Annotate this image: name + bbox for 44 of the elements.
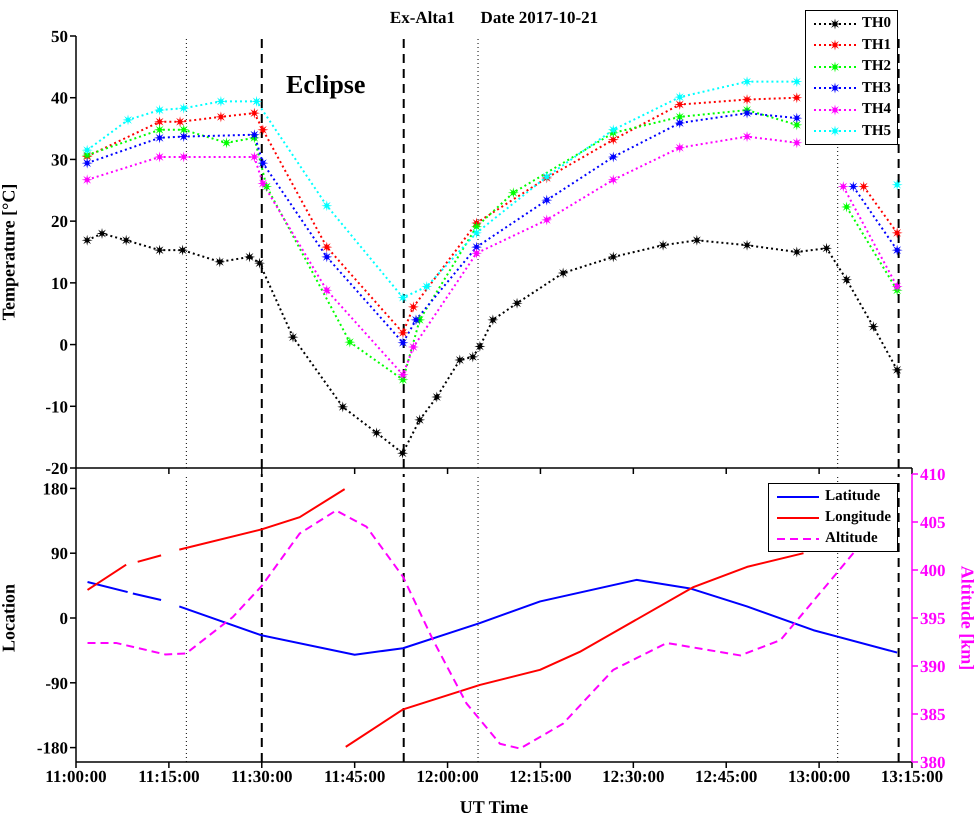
legend-label: TH4: [862, 101, 891, 118]
x-tick-label: 11:15:00: [138, 767, 200, 786]
legend-label: Latitude: [825, 488, 880, 505]
legend-label: TH2: [862, 58, 891, 76]
legend-label: Longitude: [825, 509, 891, 526]
x-tick-label: 12:15:00: [509, 767, 572, 786]
y-tick-label: 180: [42, 479, 68, 498]
x-tick-label: 11:00:00: [45, 767, 107, 786]
y2-tick-label: 400: [920, 561, 946, 580]
x-tick-label: 12:45:00: [695, 767, 758, 786]
y-tick-label: -90: [45, 674, 68, 693]
y2-axis-title: Altitude [km]: [958, 566, 976, 670]
y-tick-label: 0: [60, 336, 68, 355]
y2-tick-label: 385: [920, 705, 946, 724]
y2-tick-label: 395: [920, 609, 946, 628]
chart-title: Ex-Alta1 Date 2017-10-21: [390, 8, 598, 27]
y-axis-title: Temperature [°C]: [0, 184, 18, 320]
legend-label: TH1: [862, 36, 891, 54]
x-tick-label: 13:00:00: [788, 767, 850, 786]
legend-label: TH5: [862, 122, 891, 140]
x-axis-title: UT Time: [460, 797, 528, 813]
x-tick-label: 12:00:00: [416, 767, 479, 786]
y2-tick-label: 405: [920, 513, 946, 532]
legend-label: Altitude: [825, 530, 878, 547]
y2-tick-label: 390: [920, 657, 946, 676]
y-axis-title: Location: [0, 584, 18, 652]
y-tick-label: 30: [51, 150, 68, 170]
y-tick-label: 20: [51, 212, 68, 232]
y-tick-label: 10: [51, 274, 68, 293]
y2-tick-label: 410: [920, 465, 946, 484]
y-tick-label: 0: [60, 609, 68, 628]
annotation: Eclipse: [286, 70, 366, 100]
x-tick-label: 11:30:00: [231, 767, 292, 786]
legend-label: TH0: [862, 15, 891, 32]
y-tick-label: 90: [51, 544, 68, 564]
y-tick-label: -180: [36, 738, 68, 758]
legend-label: TH3: [862, 80, 891, 97]
x-tick-label: 13:15:00: [880, 767, 944, 786]
y-tick-label: -20: [45, 459, 68, 478]
y-tick-label: 40: [51, 88, 68, 108]
y-tick-label: 50: [51, 27, 68, 46]
y-tick-label: -10: [45, 397, 68, 416]
x-tick-label: 11:45:00: [324, 767, 386, 786]
x-tick-label: 12:30:00: [602, 767, 664, 786]
